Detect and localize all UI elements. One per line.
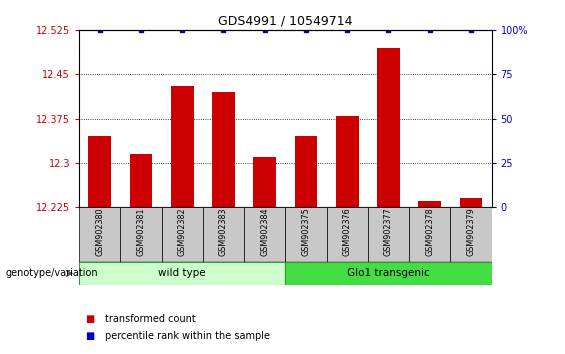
Bar	[203, 207, 244, 262]
Text: GSM902376: GSM902376	[343, 207, 351, 256]
Bar	[327, 207, 368, 262]
Text: GSM902381: GSM902381	[137, 207, 145, 256]
Text: GSM902384: GSM902384	[260, 207, 269, 256]
Text: wild type: wild type	[158, 268, 206, 279]
Bar	[88, 136, 111, 207]
Text: transformed count: transformed count	[105, 314, 195, 324]
Text: GSM902377: GSM902377	[384, 207, 393, 256]
Text: GSM902378: GSM902378	[425, 207, 434, 256]
Bar	[285, 207, 327, 262]
Bar	[120, 207, 162, 262]
Bar	[418, 201, 441, 207]
Text: ■: ■	[85, 331, 94, 341]
Bar	[129, 154, 153, 207]
Text: percentile rank within the sample: percentile rank within the sample	[105, 331, 270, 341]
Bar	[244, 207, 285, 262]
Bar	[162, 207, 203, 262]
Bar	[79, 262, 285, 285]
Bar	[459, 198, 483, 207]
Bar	[285, 262, 492, 285]
Bar	[409, 207, 450, 262]
Bar	[212, 92, 235, 207]
Bar	[79, 207, 120, 262]
Text: GSM902375: GSM902375	[302, 207, 310, 256]
Bar	[294, 136, 318, 207]
Text: ■: ■	[85, 314, 94, 324]
Text: GSM902383: GSM902383	[219, 207, 228, 256]
Title: GDS4991 / 10549714: GDS4991 / 10549714	[218, 15, 353, 28]
Text: genotype/variation: genotype/variation	[6, 268, 98, 279]
Bar	[450, 207, 492, 262]
Bar	[253, 157, 276, 207]
Bar	[368, 207, 409, 262]
Bar	[171, 86, 194, 207]
Bar	[336, 116, 359, 207]
Text: GSM902379: GSM902379	[467, 207, 475, 256]
Text: GSM902382: GSM902382	[178, 207, 186, 256]
Bar	[377, 48, 400, 207]
Text: Glo1 transgenic: Glo1 transgenic	[347, 268, 430, 279]
Text: GSM902380: GSM902380	[95, 207, 104, 256]
